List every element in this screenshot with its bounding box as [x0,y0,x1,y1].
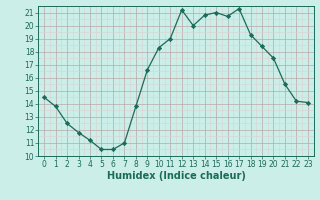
X-axis label: Humidex (Indice chaleur): Humidex (Indice chaleur) [107,171,245,181]
